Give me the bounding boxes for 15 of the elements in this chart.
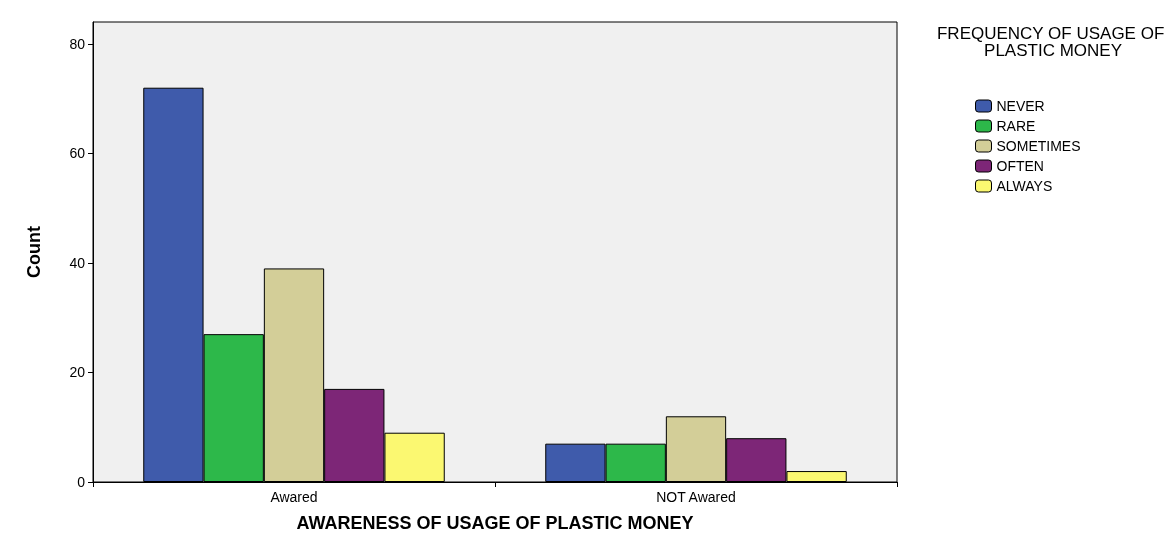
- y-tick-label: 0: [77, 474, 86, 490]
- legend-label: OFTEN: [996, 158, 1044, 174]
- legend-title: FREQUENCY OF USAGE OF PLASTIC MONEY: [936, 24, 1170, 60]
- x-axis-title: AWARENESS OF USAGE OF PLASTIC MONEY: [296, 513, 694, 533]
- y-tick-label: 80: [69, 35, 86, 52]
- x-tick-label: Awared: [270, 489, 318, 505]
- legend-label: RARE: [996, 118, 1036, 134]
- x-tick-label: NOT Awared: [656, 489, 736, 505]
- y-axis-title: Count: [24, 226, 44, 278]
- legend-label: NEVER: [996, 98, 1045, 114]
- legend-label: ALWAYS: [996, 178, 1053, 194]
- legend-label: SOMETIMES: [996, 138, 1081, 154]
- y-tick-label: 40: [69, 254, 86, 271]
- y-tick-label: 60: [69, 145, 86, 162]
- y-tick-label: 20: [69, 364, 86, 381]
